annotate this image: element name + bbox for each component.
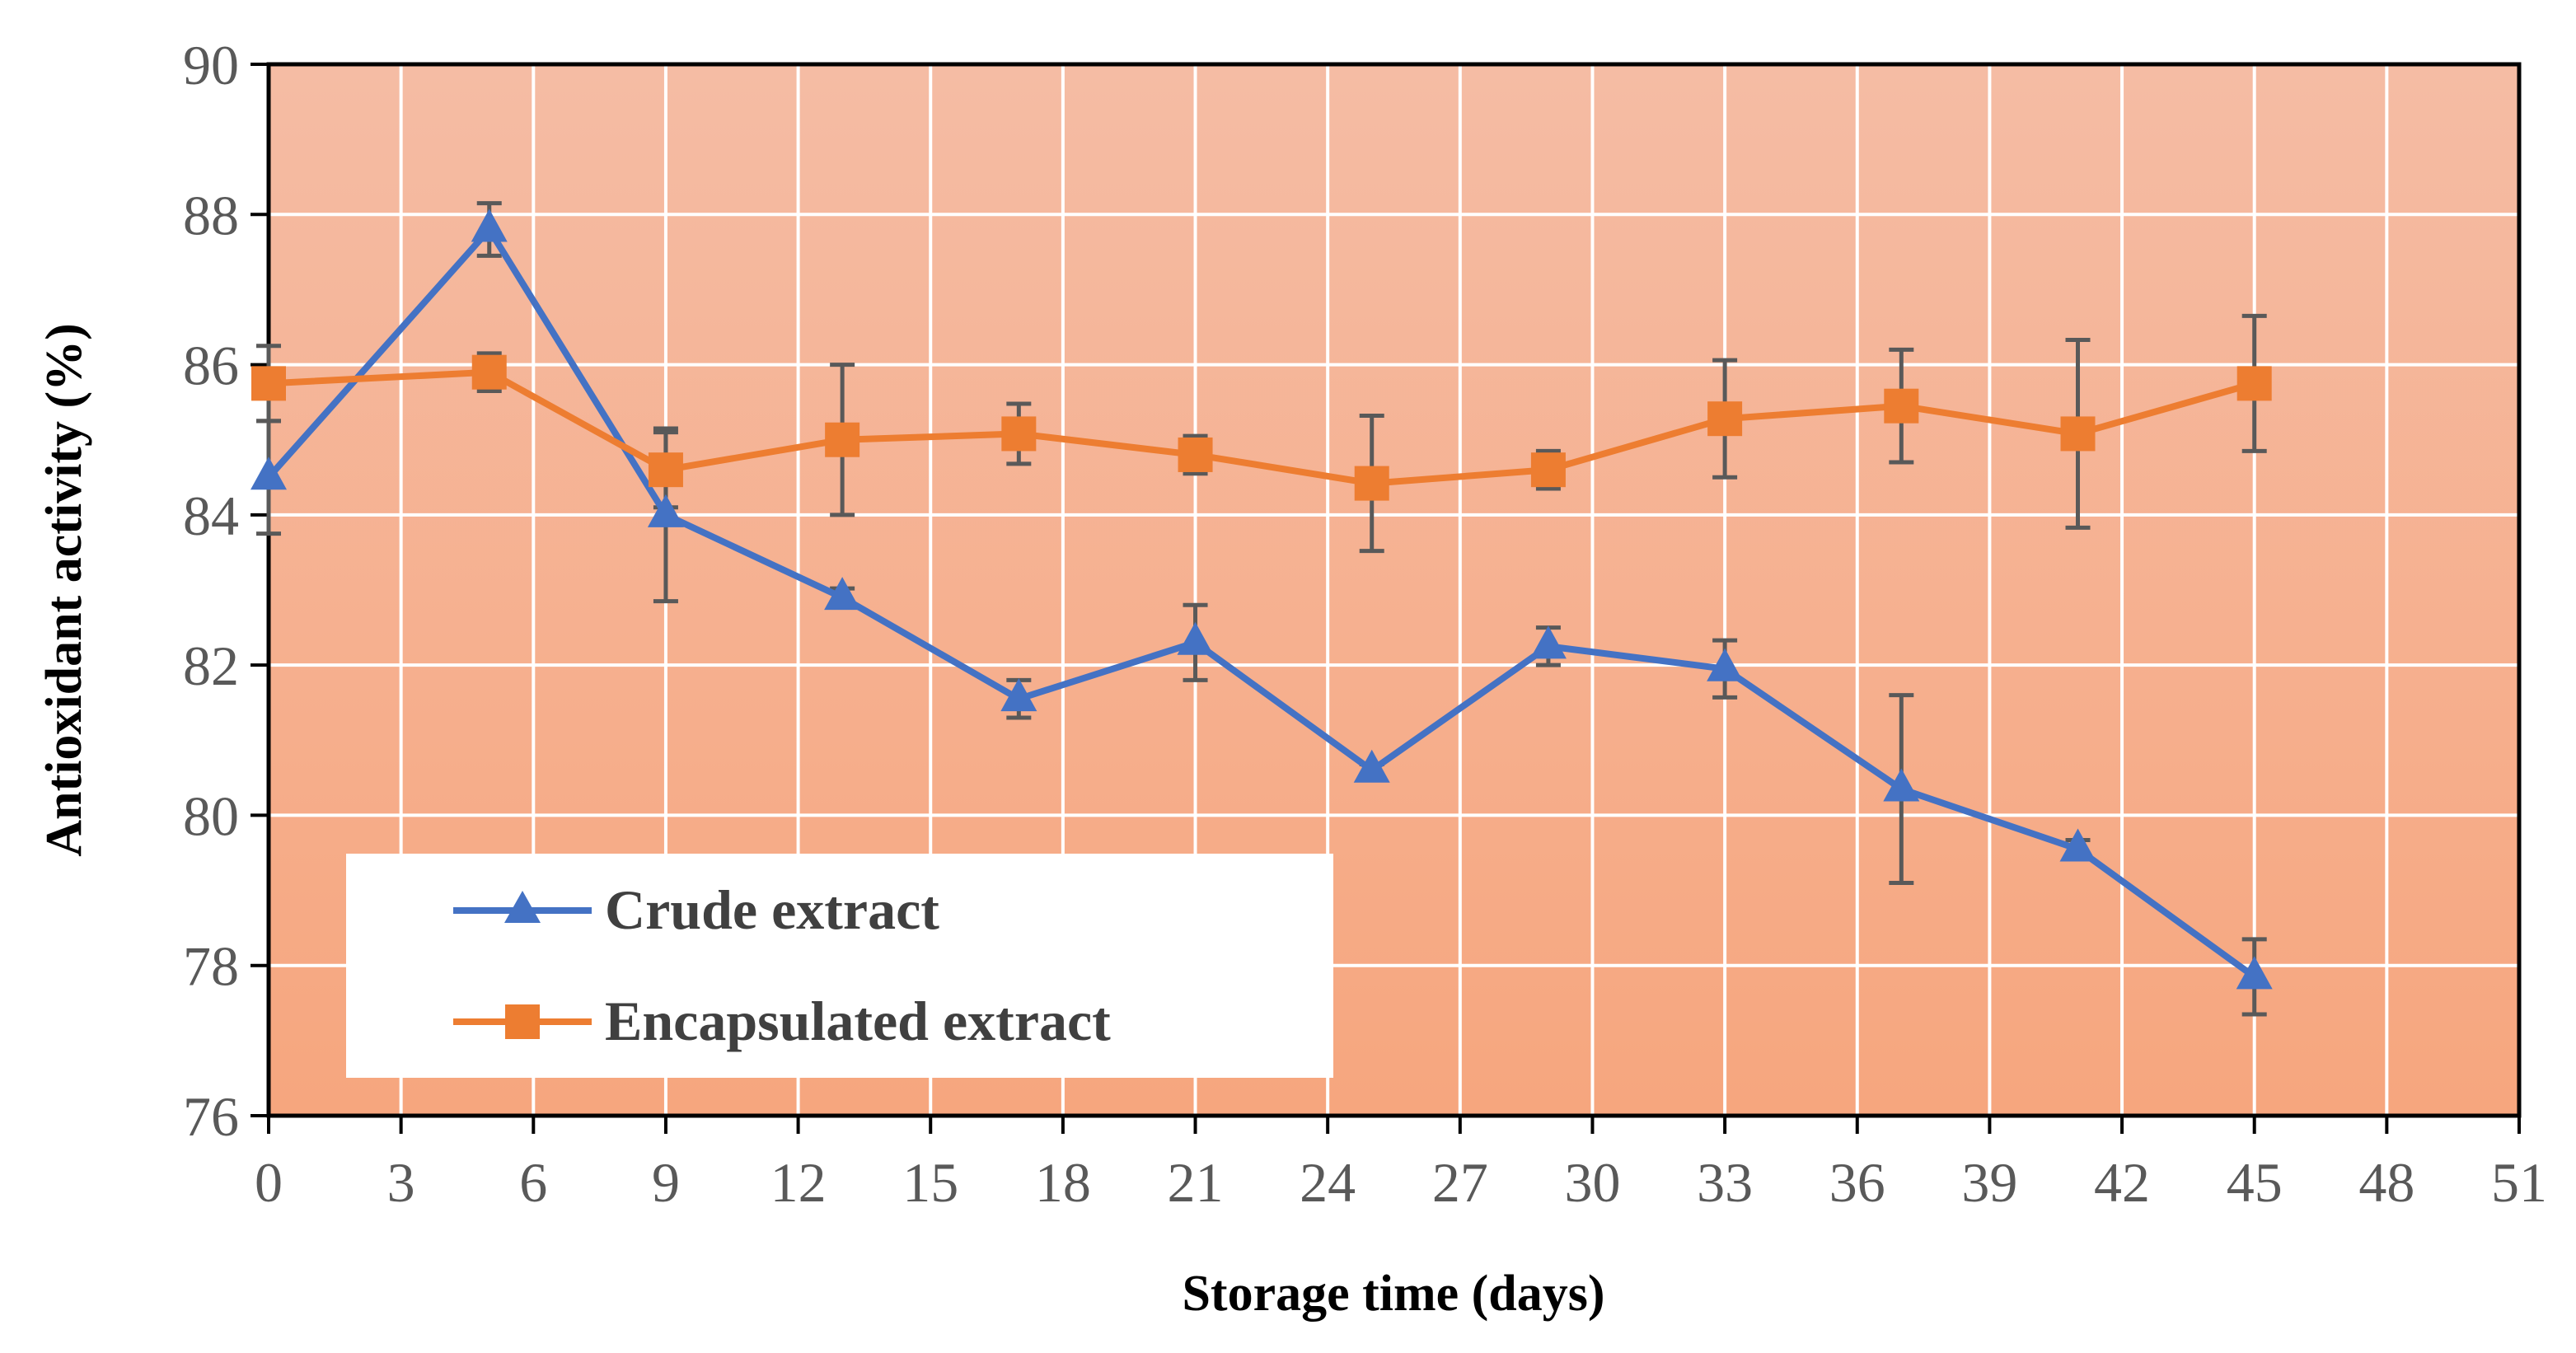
data-point-encapsulated: [1707, 401, 1743, 437]
y-axis-title: Antioxidant activity (%): [36, 323, 92, 857]
series-line-crude: [266, 226, 2257, 980]
x-axis: 0 3 6 9 12 15 18 21 24 27 30 33 36 39 42 45 48 51: [255, 1116, 2547, 1214]
legend: Crude extract Encapsulated extract: [346, 854, 1333, 1078]
data-point-crude: [1353, 749, 1390, 783]
x-tick-label: 36: [1829, 1151, 1885, 1214]
legend-label-crude: Crude extract: [605, 878, 939, 941]
plot-border: [266, 62, 2522, 1118]
legend-label-encapsulated: Encapsulated extract: [605, 990, 1111, 1052]
data-point-encapsulated: [1178, 437, 1213, 472]
x-tick-label: 45: [2227, 1151, 2283, 1214]
x-tick-label: 15: [902, 1151, 958, 1214]
x-tick-label: 9: [652, 1151, 680, 1214]
series-line-encapsulated: [268, 368, 2255, 487]
y-tick-label: 78: [183, 935, 239, 998]
data-point-crude: [1000, 678, 1037, 712]
x-tick-label: 39: [1961, 1151, 2017, 1214]
data-point-encapsulated: [1354, 466, 1389, 501]
data-point-crude: [1529, 625, 1567, 659]
x-axis-title: Storage time (days): [1182, 1266, 1604, 1322]
x-tick-label: 51: [2491, 1151, 2547, 1214]
legend-box: [346, 854, 1333, 1078]
data-point-crude: [2059, 828, 2096, 862]
data-point-crude: [2236, 956, 2273, 990]
legend-marker-crude-triangle: [504, 891, 541, 923]
data-point-encapsulated: [471, 354, 507, 390]
data-point-crude: [1883, 768, 1920, 802]
y-tick-label: 86: [183, 335, 239, 397]
data-point-encapsulated: [1884, 388, 1919, 424]
data-point-crude: [251, 456, 287, 490]
y-tick-label: 88: [183, 184, 239, 246]
y-tick-label: 76: [183, 1085, 239, 1148]
data-point-encapsulated: [2060, 416, 2096, 452]
data-point-crude: [1707, 648, 1744, 681]
data-point-encapsulated: [2236, 366, 2272, 401]
gridlines: [269, 64, 2519, 1116]
x-tick-label: 30: [1564, 1151, 1620, 1214]
x-tick-label: 24: [1300, 1151, 1356, 1214]
data-point-encapsulated: [825, 422, 860, 457]
data-point-crude: [647, 494, 684, 527]
data-point-encapsulated: [1001, 416, 1037, 452]
y-axis: 76 78 80 82 84 86 88 90: [183, 34, 269, 1148]
x-tick-label: 33: [1697, 1151, 1753, 1214]
data-point-encapsulated: [1530, 452, 1566, 488]
series-lines: [266, 226, 2257, 980]
series-markers: [251, 208, 2273, 990]
data-point-crude: [824, 577, 861, 611]
x-tick-label: 3: [387, 1151, 415, 1214]
x-tick-label: 0: [255, 1151, 283, 1214]
y-tick-label: 90: [183, 34, 239, 96]
x-tick-label: 18: [1035, 1151, 1091, 1214]
y-tick-label: 82: [183, 634, 239, 697]
y-tick-label: 84: [183, 485, 239, 547]
x-tick-label: 42: [2094, 1151, 2150, 1214]
legend-marker-encapsulated-square: [505, 1004, 540, 1039]
x-tick-label: 6: [519, 1151, 547, 1214]
x-tick-label: 12: [770, 1151, 827, 1214]
x-tick-label: 27: [1432, 1151, 1488, 1214]
data-point-encapsulated: [648, 452, 683, 488]
x-tick-label: 48: [2358, 1151, 2414, 1214]
data-point-crude: [1177, 621, 1214, 655]
data-point-encapsulated: [251, 366, 286, 401]
y-tick-label: 80: [183, 784, 239, 847]
x-tick-label: 21: [1168, 1151, 1224, 1214]
data-point-crude: [471, 208, 508, 242]
